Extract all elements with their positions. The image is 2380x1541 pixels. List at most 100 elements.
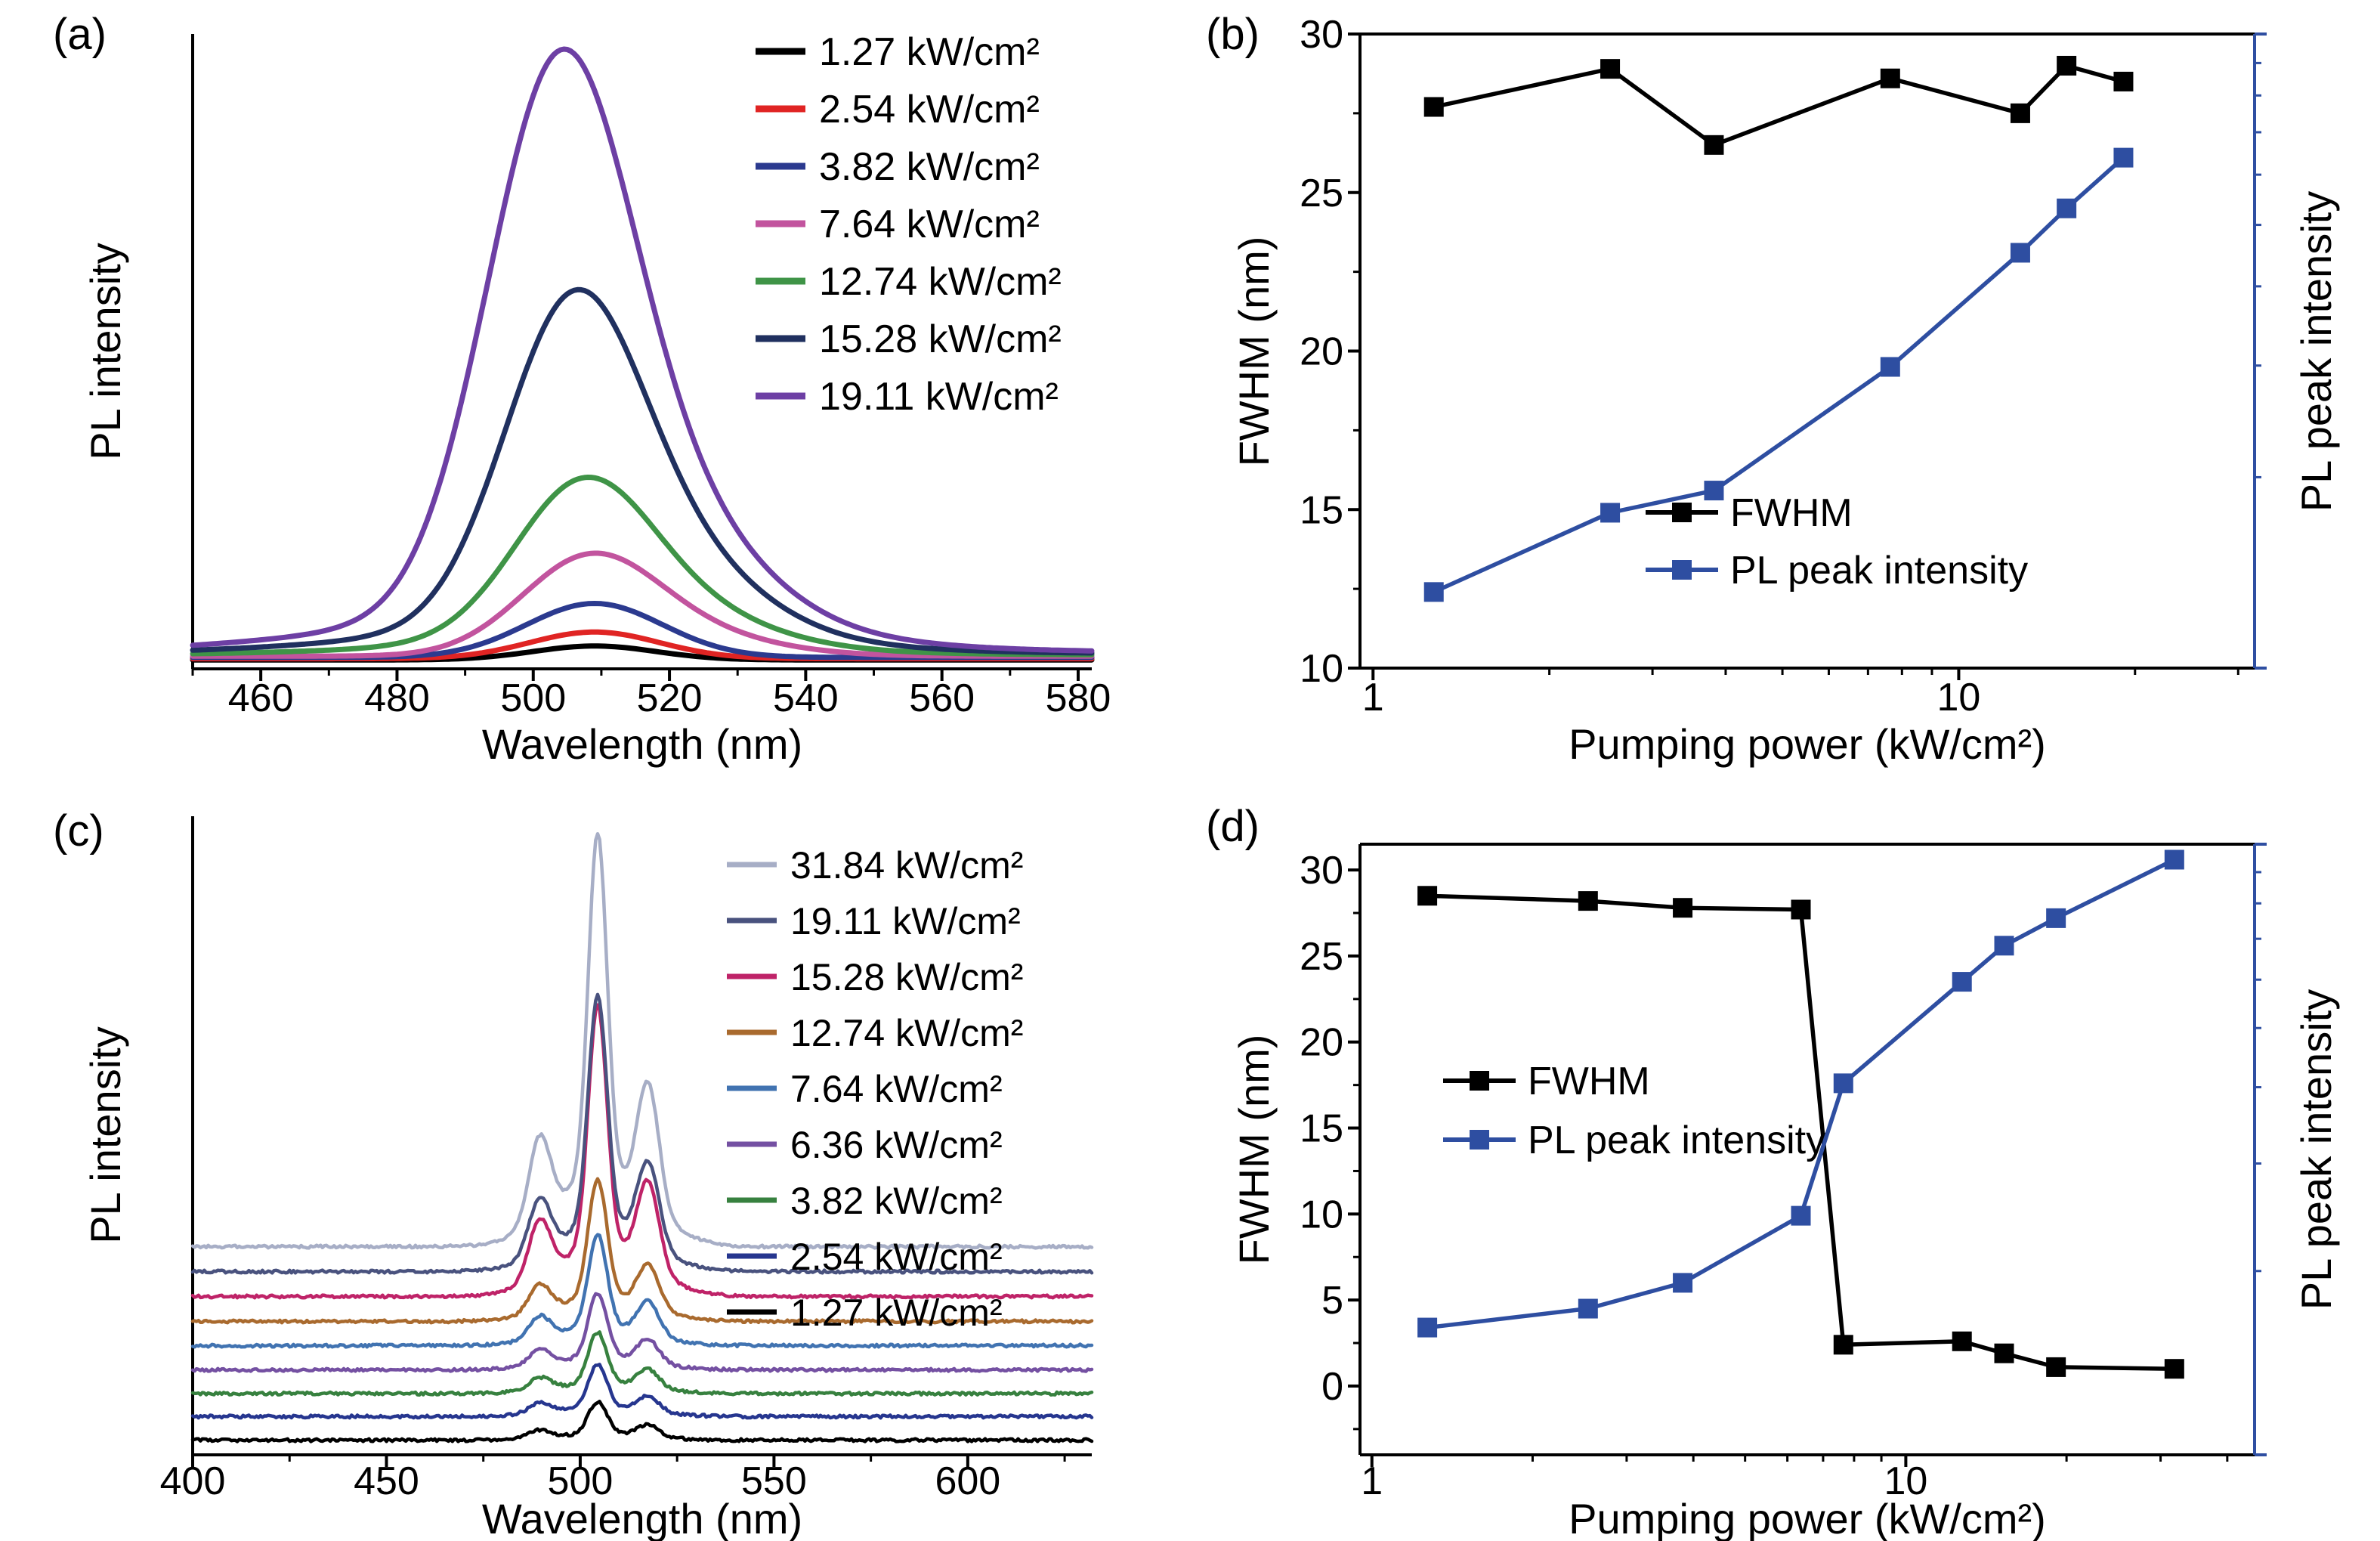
series-line <box>190 1177 1094 1325</box>
legend-marker <box>1672 560 1692 580</box>
data-point <box>2113 147 2134 168</box>
data-point <box>1423 97 1444 117</box>
legend-label: 1.27 kW/cm² <box>790 1292 1003 1334</box>
data-point <box>1994 1343 2014 1363</box>
panel-d-plot: 0 5 10 15 20 25 30 1 10 FWHM PL peak intensity <box>1300 843 2267 1503</box>
legend-label: FWHM <box>1730 491 1853 535</box>
data-point <box>1600 59 1621 79</box>
data-point <box>1791 1205 1811 1226</box>
y-tick-label: 10 <box>1300 647 1343 691</box>
legend-label: 1.27 kW/cm² <box>819 30 1040 74</box>
legend-label: 19.11 kW/cm² <box>790 900 1021 942</box>
x-tick-label: 580 <box>1046 676 1111 720</box>
legend-label: 12.74 kW/cm² <box>819 260 1062 304</box>
legend-label: 3.82 kW/cm² <box>790 1180 1003 1222</box>
data-point <box>1994 936 2014 956</box>
series-line <box>190 475 1095 658</box>
legend-label: PL peak intensity <box>1730 549 2028 593</box>
x-tick-label: 10 <box>1884 1459 1927 1503</box>
x-tick-label: 520 <box>637 676 703 720</box>
y-tick-label: 25 <box>1300 172 1343 215</box>
legend-label: 6.36 kW/cm² <box>790 1124 1003 1166</box>
panel-d-letter: (d) <box>1206 802 1260 851</box>
x-tick-label: 1 <box>1361 1459 1383 1503</box>
data-point <box>2010 243 2030 263</box>
y-tick-label: 30 <box>1300 849 1343 893</box>
x-tick-label: 500 <box>500 676 566 720</box>
panel-d: 0 5 10 15 20 25 30 1 10 FWHM PL peak intensity (d)… <box>1179 771 2380 1541</box>
panel-a-ylabel: PL intensity <box>82 243 129 460</box>
legend-label: 7.64 kW/cm² <box>790 1068 1003 1110</box>
data-point <box>1833 1335 1853 1355</box>
series-line <box>190 992 1094 1275</box>
data-point <box>1578 891 1598 911</box>
data-point <box>2046 908 2066 928</box>
data-point <box>2057 55 2077 76</box>
series-line <box>190 1233 1094 1349</box>
panel-c-letter: (c) <box>53 806 104 856</box>
x-tick-label: 1 <box>1362 676 1384 719</box>
data-point <box>1704 135 1724 155</box>
panel-d-xlabel: Pumping power (kW/cm²) <box>1569 1495 2046 1541</box>
legend-label: 31.84 kW/cm² <box>790 844 1023 887</box>
data-point <box>1880 357 1900 377</box>
data-point <box>1417 1317 1438 1338</box>
legend-label: 7.64 kW/cm² <box>819 203 1040 246</box>
y-tick-label: 15 <box>1300 488 1343 532</box>
panel-c-ylabel: PL intensity <box>82 1026 129 1244</box>
legend-marker <box>1470 1071 1489 1091</box>
series-line <box>190 550 1095 659</box>
panel-d-ylabel-right: PL peak intensity <box>2292 989 2340 1310</box>
data-point <box>1880 68 1900 88</box>
x-tick-label: 460 <box>228 676 294 720</box>
panel-c: 400 450 500 550 600 31.84 kW/cm² 19.11 kW/cm² 1… <box>0 771 1179 1541</box>
y-tick-label: 25 <box>1300 935 1343 979</box>
data-point <box>1417 886 1438 906</box>
series-line <box>190 1292 1094 1373</box>
data-point <box>2046 1357 2066 1377</box>
series-line <box>190 1330 1094 1397</box>
data-point <box>1791 899 1811 920</box>
x-tick-label: 480 <box>364 676 430 720</box>
legend-label: 19.11 kW/cm² <box>819 375 1059 419</box>
series-line <box>190 46 1095 654</box>
data-point <box>1423 582 1444 602</box>
series-line <box>190 1400 1094 1444</box>
panel-a: 460 480 500 520 540 560 580 1.27 kW/cm² 2.54 kW/… <box>0 0 1179 771</box>
data-point <box>1600 503 1621 523</box>
panel-a-plot: 460 480 500 520 540 560 580 1.27 kW/cm² 2.54 kW/… <box>190 30 1111 720</box>
x-tick-label: 560 <box>909 676 975 720</box>
panel-d-ylabel-left: FWHM (nm) <box>1230 1034 1278 1265</box>
x-tick-label: 10 <box>1937 676 1981 719</box>
data-point <box>1833 1073 1853 1094</box>
panel-b-ylabel-right: PL peak intensity <box>2292 190 2340 512</box>
panel-c-plot: 400 450 500 550 600 31.84 kW/cm² 19.11 kW/cm² 1… <box>160 816 1094 1503</box>
x-tick-label: 600 <box>935 1459 1000 1503</box>
panel-b: 10 15 20 25 30 1 10 FWHM PL peak intensity (b) P… <box>1179 0 2380 771</box>
data-point <box>2113 71 2134 91</box>
legend-label: 2.54 kW/cm² <box>819 88 1040 132</box>
panel-a-letter: (a) <box>53 10 107 59</box>
panel-c-xlabel: Wavelength (nm) <box>481 1495 803 1541</box>
series-line <box>190 286 1095 656</box>
legend-label: 12.74 kW/cm² <box>790 1012 1023 1054</box>
panel-b-ylabel-left: FWHM (nm) <box>1230 236 1278 467</box>
y-tick-label: 5 <box>1321 1279 1343 1323</box>
legend-label: FWHM <box>1528 1060 1650 1103</box>
y-tick-label: 15 <box>1300 1107 1343 1151</box>
legend-label: 15.28 kW/cm² <box>790 956 1023 998</box>
panel-b-plot: 10 15 20 25 30 1 10 FWHM PL peak intensity <box>1300 13 2267 719</box>
y-tick-label: 30 <box>1300 13 1343 57</box>
series-line <box>190 1003 1094 1300</box>
y-tick-label: 20 <box>1300 1021 1343 1065</box>
data-point <box>1952 1331 1972 1351</box>
y-tick-label: 20 <box>1300 330 1343 374</box>
y-tick-label: 0 <box>1321 1365 1343 1409</box>
data-point <box>1952 972 1972 992</box>
x-tick-label: 400 <box>160 1459 226 1503</box>
x-tick-label: 550 <box>741 1459 807 1503</box>
data-point <box>1578 1298 1598 1319</box>
x-tick-label: 500 <box>548 1459 614 1503</box>
series-line <box>190 1363 1094 1420</box>
